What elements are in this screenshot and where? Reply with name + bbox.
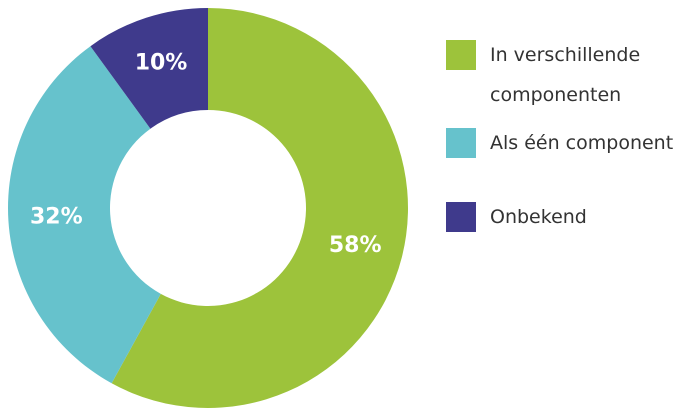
donut: 58% 32% 10%: [7, 8, 408, 408]
legend-swatch: [446, 40, 476, 70]
legend-item: Onbekend: [446, 198, 693, 237]
legend-swatch: [446, 202, 476, 232]
donut-segment: [111, 8, 408, 408]
legend-label: Als één component: [490, 132, 674, 154]
donut-segment: [7, 46, 161, 384]
legend-item: In verschillende componenten: [446, 36, 693, 115]
legend-label: In verschillende componenten: [490, 44, 641, 106]
value-label: 58%: [329, 233, 382, 258]
donut-segment: [90, 8, 208, 129]
legend-item: Als één component: [446, 124, 693, 163]
legend-label: Onbekend: [490, 206, 587, 228]
value-label: 10%: [135, 50, 188, 75]
value-label: 32%: [30, 205, 83, 230]
legend-swatch: [446, 128, 476, 158]
